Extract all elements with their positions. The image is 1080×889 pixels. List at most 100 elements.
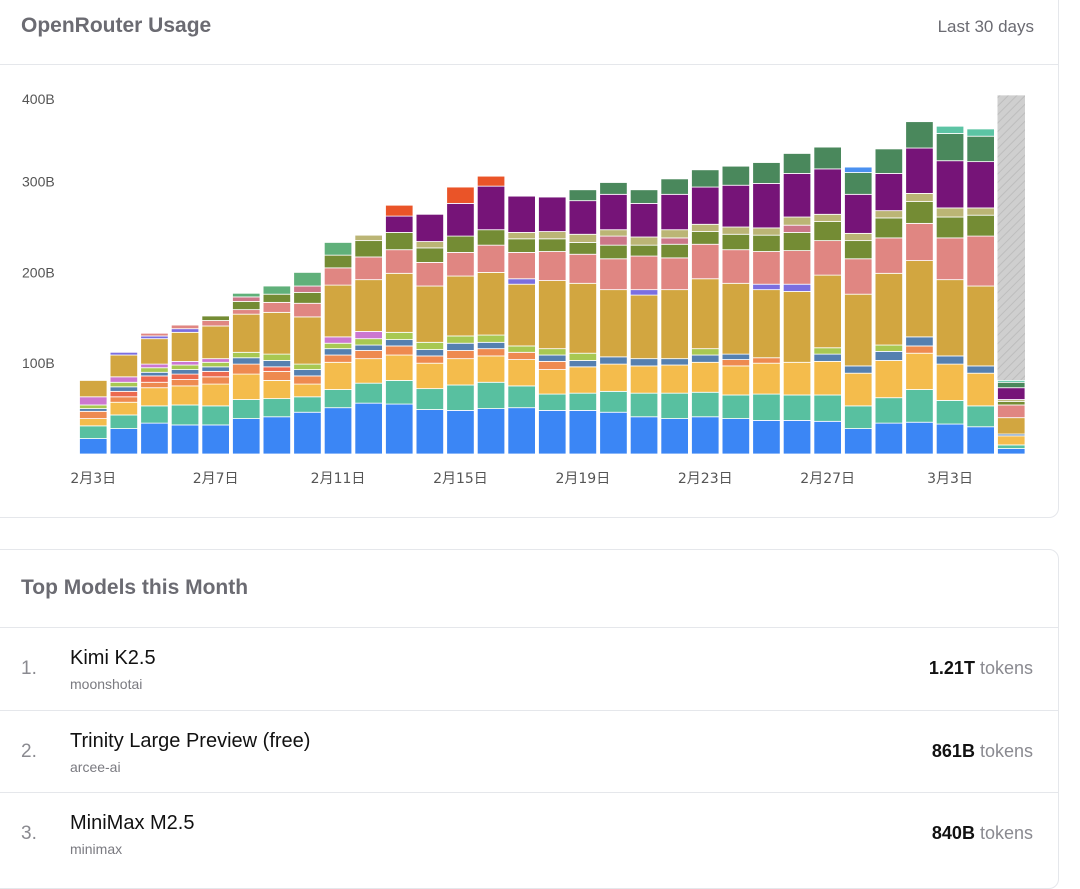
bar-2月12日[interactable]	[354, 234, 383, 455]
bar-2月22日[interactable]	[660, 178, 689, 455]
bar-segment	[629, 358, 659, 367]
bar-2月16日[interactable]	[476, 175, 506, 455]
bar-segment	[140, 332, 169, 337]
model-name-link[interactable]: Kimi K2.5	[70, 647, 156, 669]
bar-2月6日[interactable]	[170, 324, 200, 455]
model-name-link[interactable]: MiniMax M2.5	[70, 812, 195, 834]
bar-segment	[599, 182, 628, 195]
bar-segment	[629, 202, 659, 238]
bar-segment	[476, 229, 506, 246]
bar-segment	[446, 202, 475, 237]
bar-segment	[844, 428, 873, 455]
bar-segment	[691, 354, 720, 363]
bar-segment	[323, 242, 353, 256]
model-row[interactable]: 1. Kimi K2.5 moonshotai 1.21T tokens	[0, 628, 1058, 710]
y-tick-label: 100B	[22, 355, 55, 371]
bar-segment	[201, 358, 230, 363]
bar-2月13日[interactable]	[385, 204, 414, 455]
bar-segment	[935, 423, 965, 455]
bar-segment	[844, 193, 873, 234]
bar-segment	[140, 371, 169, 377]
bar-2月10日[interactable]	[293, 271, 322, 455]
bar-segment	[538, 280, 567, 350]
bar-2月3日[interactable]	[79, 380, 108, 455]
bar-2月25日[interactable]	[752, 162, 781, 455]
bar-segment	[109, 396, 138, 403]
bar-segment	[752, 393, 781, 421]
bar-segment	[232, 399, 261, 419]
model-author-link[interactable]: moonshotai	[70, 676, 143, 692]
top-models-title: Top Models this Month	[21, 576, 249, 599]
bar-segment	[629, 255, 659, 291]
bar-segment	[446, 410, 475, 455]
bar-2月26日[interactable]	[782, 153, 812, 455]
model-author-link[interactable]: arcee-ai	[70, 759, 121, 775]
usage-chart: 100B 200B 300B 400B 2月3日 2月7日 2月11日 2月15日 2月19日…	[22, 91, 1026, 487]
x-tick-label: 2月7日	[193, 471, 239, 487]
bar-2月11日[interactable]	[323, 242, 353, 455]
bar-2月27日[interactable]	[813, 146, 842, 455]
bar-2月21日[interactable]	[629, 189, 659, 455]
model-author-link[interactable]: minimax	[70, 841, 123, 857]
bar-segment	[721, 165, 750, 186]
bar-2月24日[interactable]	[721, 165, 750, 455]
bar-segment	[507, 351, 536, 360]
bar-segment	[782, 394, 812, 421]
bar-2月15日[interactable]	[446, 186, 475, 455]
bar-segment	[109, 390, 138, 398]
bar-segment	[691, 361, 720, 393]
bar-segment	[568, 352, 597, 361]
bar-segment	[323, 354, 353, 363]
bar-segment	[323, 267, 353, 286]
bar-segment	[874, 344, 903, 352]
bar-segment	[691, 243, 720, 280]
bar-segment	[323, 361, 353, 390]
bar-3月2日[interactable]	[905, 121, 934, 455]
bar-segment	[874, 272, 903, 346]
bar-2月17日[interactable]	[507, 195, 536, 455]
bar-segment	[323, 284, 353, 338]
bar-segment	[905, 147, 934, 194]
bar-2月9日[interactable]	[262, 285, 292, 455]
bar-2月20日[interactable]	[599, 182, 628, 455]
bar-2月28日[interactable]	[844, 166, 873, 455]
bar-2月18日[interactable]	[538, 196, 567, 455]
bar-3月1日[interactable]	[874, 148, 903, 455]
x-tick-label: 2月11日	[311, 471, 366, 487]
bar-segment	[874, 237, 903, 274]
bar-2月14日[interactable]	[415, 213, 445, 455]
date-range-label[interactable]: Last 30 days	[937, 17, 1034, 36]
bar-3月5日[interactable]	[997, 95, 1026, 455]
bar-segment	[935, 207, 965, 218]
bar-2月5日[interactable]	[140, 332, 169, 455]
bar-segment	[721, 282, 750, 355]
bar-segment	[629, 289, 659, 296]
bar-3月3日[interactable]	[935, 125, 965, 455]
bar-segment	[262, 370, 292, 381]
bar-3月4日[interactable]	[966, 128, 995, 455]
bar-segment	[293, 291, 322, 304]
bar-segment	[109, 386, 138, 392]
model-row[interactable]: 2. Trinity Large Preview (free) arcee-ai 86…	[0, 710, 1058, 793]
bar-2月4日[interactable]	[109, 351, 138, 455]
bar-2月19日[interactable]	[568, 189, 597, 455]
y-tick-label: 200B	[22, 264, 55, 280]
bar-segment	[660, 237, 689, 245]
bar-2月8日[interactable]	[232, 292, 261, 455]
bar-segment	[170, 404, 200, 426]
bar-segment	[568, 410, 597, 455]
bar-segment	[782, 173, 812, 218]
bar-segment	[79, 380, 108, 398]
bar-segment	[568, 200, 597, 235]
bar-2月23日[interactable]	[691, 169, 720, 455]
model-name-link[interactable]: Trinity Large Preview (free)	[70, 730, 311, 752]
bar-segment	[79, 438, 108, 455]
bar-segment	[721, 418, 750, 455]
bar-segment	[782, 224, 812, 233]
bar-segment	[997, 435, 1026, 446]
bar-segment	[568, 282, 597, 354]
bar-2月7日[interactable]	[201, 315, 230, 455]
bar-segment	[966, 405, 995, 428]
model-row[interactable]: 3. MiniMax M2.5 minimax 840B tokens	[0, 792, 1058, 875]
bar-segment	[905, 260, 934, 338]
